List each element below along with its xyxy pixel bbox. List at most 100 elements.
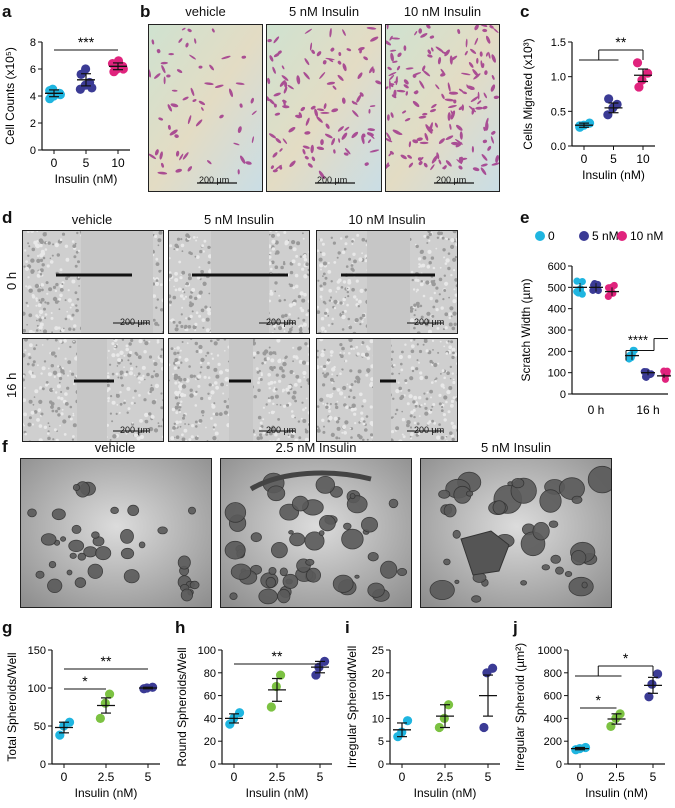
cell-texture <box>49 387 54 393</box>
migrated-cell <box>163 76 166 85</box>
migrated-cell <box>359 92 364 97</box>
cell-texture <box>274 394 279 399</box>
cell-texture <box>59 238 63 241</box>
cell-texture <box>440 436 445 440</box>
cell-texture <box>189 252 193 256</box>
cell-texture <box>256 351 260 355</box>
migrated-cell <box>402 110 407 114</box>
cell-texture <box>185 328 189 332</box>
cell-texture <box>275 250 280 255</box>
cell-texture <box>163 284 164 287</box>
cell-texture <box>281 369 285 373</box>
spheroid <box>229 592 238 601</box>
cell-texture <box>33 396 36 398</box>
data-point <box>663 367 671 376</box>
spheroid <box>35 570 45 579</box>
scratch-image-graphic <box>23 339 163 441</box>
cell-texture <box>437 362 440 365</box>
cell-texture <box>410 437 413 440</box>
cell-texture <box>276 439 280 441</box>
cell-texture <box>444 281 449 286</box>
cell-texture <box>152 318 156 322</box>
cell-texture <box>28 245 31 248</box>
cell-texture <box>338 437 341 440</box>
spheroid <box>367 582 385 598</box>
data-point <box>234 708 245 718</box>
cell-texture <box>356 380 361 384</box>
cell-texture <box>438 393 442 397</box>
migrated-cell <box>390 37 401 40</box>
cell-texture <box>220 382 224 387</box>
panel-letter-e: e <box>520 208 530 227</box>
cell-texture <box>181 433 184 437</box>
migrated-cell <box>449 123 452 130</box>
cell-texture <box>57 347 61 350</box>
migrated-cell <box>475 106 483 110</box>
cell-texture <box>274 290 277 293</box>
cell-texture <box>112 434 117 439</box>
cell-texture <box>46 339 49 341</box>
cell-texture <box>190 339 193 341</box>
cell-texture <box>308 250 309 254</box>
cell-texture <box>181 306 184 309</box>
cell-texture <box>34 243 39 248</box>
cell-texture <box>28 440 32 441</box>
cell-texture <box>278 294 281 297</box>
data-point <box>402 716 413 726</box>
cell-texture <box>194 255 197 258</box>
cell-texture <box>303 274 308 279</box>
y-tick-label: 8 <box>30 37 36 49</box>
migrated-cell <box>366 27 377 30</box>
cell-texture <box>454 278 457 282</box>
migrated-cell <box>464 50 468 56</box>
migrated-cell <box>319 72 326 79</box>
cell-texture <box>307 381 309 385</box>
migrated-cell <box>418 28 423 34</box>
migrated-cell <box>386 137 393 143</box>
cell-texture <box>117 376 120 379</box>
cell-texture <box>175 248 179 251</box>
cell-texture <box>448 345 452 349</box>
x-tick-label: 5 <box>485 770 492 784</box>
cell-texture <box>203 239 207 243</box>
cell-texture <box>452 299 457 304</box>
cell-texture <box>125 370 129 374</box>
legend-label: 0 <box>548 229 555 243</box>
cell-texture <box>35 344 38 346</box>
cell-texture <box>446 390 451 395</box>
cell-texture <box>50 364 54 368</box>
cell-texture <box>348 325 353 330</box>
cell-texture <box>431 419 434 423</box>
migrated-cell <box>389 74 395 81</box>
data-point <box>604 94 614 104</box>
migrated-cell <box>455 139 463 145</box>
cell-texture <box>110 395 113 398</box>
cell-texture <box>304 406 307 410</box>
migrated-cell <box>187 166 193 172</box>
cell-texture <box>38 309 44 315</box>
migrated-cell <box>187 115 192 125</box>
x-tick-label: 10 <box>636 152 650 166</box>
migrated-cell <box>459 156 464 164</box>
migrated-cell <box>370 36 379 42</box>
cell-texture <box>77 249 81 252</box>
cell-texture <box>329 296 333 299</box>
cell-texture <box>30 231 34 233</box>
migrated-cell <box>438 138 445 145</box>
x-axis-label: Insulin (nM) <box>585 786 648 800</box>
migrated-cell <box>445 160 452 167</box>
cell-texture <box>303 376 306 379</box>
cell-texture <box>292 431 296 435</box>
cell-texture <box>130 339 134 342</box>
cell-texture <box>39 322 44 327</box>
cell-texture <box>455 284 457 288</box>
cell-texture <box>191 424 195 428</box>
cell-texture <box>154 383 160 389</box>
cell-texture <box>215 374 220 379</box>
migrated-cell <box>283 86 288 94</box>
migrated-cell <box>161 64 166 74</box>
cell-texture <box>206 440 209 441</box>
cell-texture <box>138 381 141 384</box>
cell-texture <box>155 257 159 261</box>
cell-texture <box>272 440 275 441</box>
